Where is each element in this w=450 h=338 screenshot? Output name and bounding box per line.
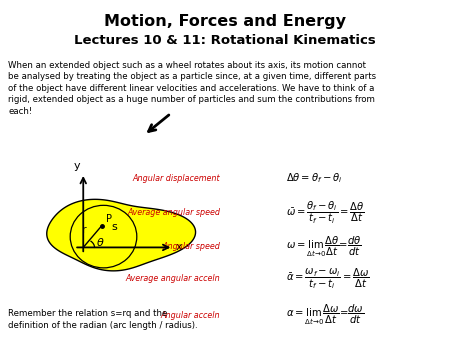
Text: Angular speed: Angular speed bbox=[162, 242, 220, 251]
Text: s: s bbox=[112, 222, 117, 233]
Text: Lectures 10 & 11: Rotational Kinematics: Lectures 10 & 11: Rotational Kinematics bbox=[74, 34, 376, 47]
Polygon shape bbox=[47, 199, 196, 271]
Text: r: r bbox=[82, 225, 87, 235]
Text: $\theta$: $\theta$ bbox=[96, 236, 104, 248]
Text: Remember the relation s=rq and the
definition of the radian (arc length / radius: Remember the relation s=rq and the defin… bbox=[8, 309, 198, 330]
Text: When an extended object such as a wheel rotates about its axis, its motion canno: When an extended object such as a wheel … bbox=[8, 61, 376, 116]
Text: Average angular acceln: Average angular acceln bbox=[126, 274, 220, 283]
Text: $\omega = \lim_{\Delta t\to 0}\dfrac{\Delta\theta}{\Delta t} = \dfrac{d\theta}{d: $\omega = \lim_{\Delta t\to 0}\dfrac{\De… bbox=[286, 235, 361, 259]
Text: $\bar{\omega} = \dfrac{\theta_f - \theta_i}{t_f - t_i} = \dfrac{\Delta\theta}{\D: $\bar{\omega} = \dfrac{\theta_f - \theta… bbox=[286, 199, 364, 226]
Text: P: P bbox=[106, 214, 112, 224]
Text: $\bar{\alpha} = \dfrac{\omega_f - \omega_i}{t_f - t_i} = \dfrac{\Delta\omega}{\D: $\bar{\alpha} = \dfrac{\omega_f - \omega… bbox=[286, 266, 369, 291]
Text: Average angular speed: Average angular speed bbox=[127, 208, 220, 217]
Text: $\Delta\theta = \theta_f - \theta_i$: $\Delta\theta = \theta_f - \theta_i$ bbox=[286, 172, 342, 185]
Text: y: y bbox=[73, 161, 80, 171]
Text: Angular acceln: Angular acceln bbox=[161, 311, 220, 319]
Text: x: x bbox=[176, 242, 182, 252]
Text: Angular displacement: Angular displacement bbox=[133, 174, 220, 183]
Text: $\alpha = \lim_{\Delta t\to 0}\dfrac{\Delta\omega}{\Delta t} = \dfrac{d\omega}{d: $\alpha = \lim_{\Delta t\to 0}\dfrac{\De… bbox=[286, 303, 364, 327]
Text: Motion, Forces and Energy: Motion, Forces and Energy bbox=[104, 14, 346, 28]
